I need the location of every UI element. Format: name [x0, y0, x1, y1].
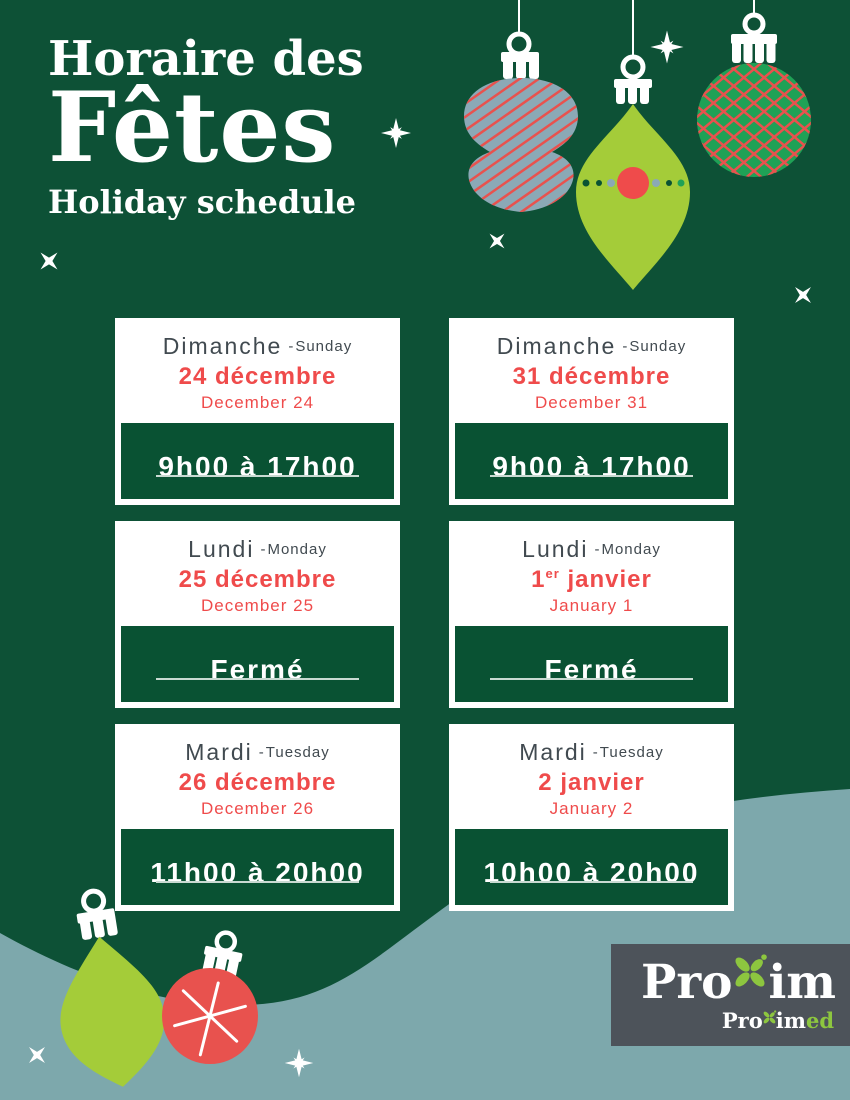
date-en: December 26 [200, 799, 315, 818]
title-en-subtitle: Holiday schedule [48, 182, 357, 221]
proxim-logo: Pro im Pro im ed [611, 944, 850, 1046]
schedule-card-dec-31: Dimanche - Sunday 31 décembre December 31 … [449, 318, 734, 505]
day-name-en: Sunday [629, 338, 687, 355]
hours-underline [156, 881, 359, 883]
day-name-fr: Mardi [185, 739, 253, 765]
proximed-wordmark: Pro im ed [721, 1006, 834, 1033]
striped-finial-ornament-icon [464, 31, 578, 212]
hours-box: 9h00 à 17h00 [121, 423, 394, 499]
day-name-en: Monday [267, 541, 327, 558]
day-line: Lundi - Monday [449, 536, 734, 563]
card-header: Mardi - Tuesday 2 janvier January 2 [449, 724, 734, 829]
hours-box: 9h00 à 17h00 [455, 423, 728, 499]
snowflake-icon [173, 981, 247, 1057]
date-en: January 2 [549, 799, 634, 818]
day-line: Lundi - Monday [115, 536, 400, 563]
red-ball-ornament-icon [162, 930, 258, 1064]
day-line: Dimanche - Sunday [449, 333, 734, 360]
hours-box: Fermé [121, 626, 394, 702]
hours-underline [156, 678, 359, 680]
date-fr: 31 décembre [512, 363, 671, 390]
day-separator: - [288, 338, 294, 355]
hours-text: 9h00 à 17h00 [492, 451, 691, 482]
day-name-fr: Dimanche [496, 333, 617, 359]
day-name-fr: Lundi [522, 536, 589, 562]
hours-underline [156, 475, 359, 477]
day-separator: - [594, 541, 600, 558]
hours-text: Fermé [210, 654, 305, 685]
x-star-icon [787, 279, 819, 311]
schedule-card-jan-1: Lundi - Monday 1er janvier January 1 Fermé [449, 521, 734, 708]
poster-title: Horaire des Fêtes Holiday schedule [48, 34, 364, 220]
proxim-x-leaf-icon [729, 950, 771, 1005]
date-fr: 26 décembre [178, 769, 337, 796]
day-name-fr: Dimanche [162, 333, 283, 359]
lime-drop-ornament-icon [576, 54, 690, 290]
day-separator: - [592, 744, 598, 761]
date-fr: 24 décembre [178, 363, 337, 390]
date-fr: 1er janvier [531, 566, 652, 593]
day-name-fr: Mardi [519, 739, 587, 765]
day-name-en: Tuesday [265, 744, 330, 761]
date-fr: 25 décembre [178, 566, 337, 593]
card-header: Lundi - Monday 25 décembre December 25 [115, 521, 400, 626]
bottom-lime-drop-ornament-icon [60, 888, 165, 1087]
schedule-card-jan-2: Mardi - Tuesday 2 janvier January 2 10h00 … [449, 724, 734, 911]
day-line: Mardi - Tuesday [115, 739, 400, 766]
day-name-en: Monday [601, 541, 661, 558]
day-name-fr: Lundi [188, 536, 255, 562]
schedule-card-dec-26: Mardi - Tuesday 26 décembre December 26 11… [115, 724, 400, 911]
date-fr: 2 janvier [538, 769, 645, 796]
hours-box: 11h00 à 20h00 [121, 829, 394, 905]
proxim-brand-wordmark: Pro im [641, 950, 836, 1015]
day-separator: - [622, 338, 628, 355]
day-name-en: Sunday [295, 338, 353, 355]
date-en: December 25 [200, 596, 315, 615]
day-line: Dimanche - Sunday [115, 333, 400, 360]
title-fr-line2: Fêtes [48, 71, 337, 185]
hours-underline [490, 678, 693, 680]
proxim-x-leaf-icon [761, 1006, 778, 1031]
schedule-card-dec-24: Dimanche - Sunday 24 décembre December 24 … [115, 318, 400, 505]
hours-text: 10h00 à 20h00 [483, 857, 700, 888]
day-name-en: Tuesday [599, 744, 664, 761]
sparkle-star-icon [381, 118, 411, 148]
card-header: Lundi - Monday 1er janvier January 1 [449, 521, 734, 626]
x-star-icon [32, 244, 66, 278]
day-separator: - [260, 541, 266, 558]
hours-box: 10h00 à 20h00 [455, 829, 728, 905]
title-fr-line1: Horaire des [48, 31, 364, 87]
date-en: January 1 [549, 596, 634, 615]
day-separator: - [258, 744, 264, 761]
x-star-icon [482, 226, 512, 256]
card-header: Dimanche - Sunday 31 décembre December 31 [449, 318, 734, 423]
sparkle-star-icon [651, 31, 684, 64]
date-en: December 24 [200, 393, 315, 412]
hours-text: Fermé [544, 654, 639, 685]
hours-underline [490, 475, 693, 477]
card-header: Mardi - Tuesday 26 décembre December 26 [115, 724, 400, 829]
ornament-strings [518, 0, 755, 57]
schedule-card-dec-25: Lundi - Monday 25 décembre December 25 Fer… [115, 521, 400, 708]
hours-text: 9h00 à 17h00 [158, 451, 357, 482]
date-en: December 31 [534, 393, 649, 412]
day-line: Mardi - Tuesday [449, 739, 734, 766]
card-header: Dimanche - Sunday 24 décembre December 24 [115, 318, 400, 423]
hours-underline [490, 881, 693, 883]
hours-text: 11h00 à 20h00 [150, 857, 365, 888]
hours-box: Fermé [455, 626, 728, 702]
schedule-cards-grid: Dimanche - Sunday 24 décembre December 24 … [115, 318, 734, 911]
